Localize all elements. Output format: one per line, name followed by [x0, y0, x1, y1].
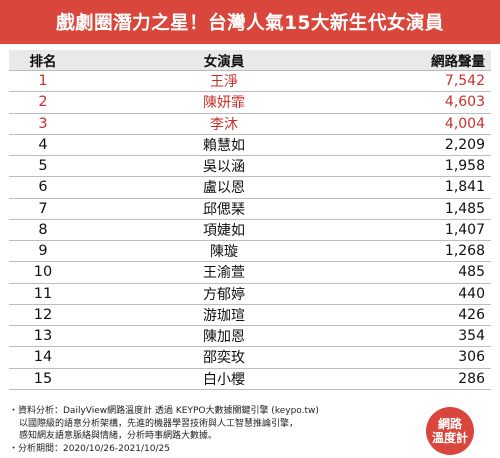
- source-line-2: 以國際級的語意分析架構，先進的機器學習技術與人工智慧推論引擎，: [19, 418, 299, 429]
- rank-cell: 9: [38, 243, 48, 260]
- volume-cell: 1,407: [444, 221, 485, 238]
- table-row: 10 王渝萱 485: [9, 262, 491, 284]
- table-row: 4 賴慧如 2,209: [9, 135, 491, 156]
- ranking-table: 排名 女演員 網路聲量 1 王淨 7,542 2 陳妍霏 4,603 3 李沐 4,004 4 賴慧…: [9, 50, 491, 390]
- volume-cell: 426: [458, 306, 485, 323]
- rank-cell: 10: [33, 264, 53, 281]
- table-row: 15 白小櫻 286: [9, 369, 491, 390]
- rank-cell: 2: [38, 94, 48, 111]
- name-cell: 王淨: [210, 74, 238, 91]
- period-line: ・分析期間：2020/10/26-2021/10/25: [9, 443, 170, 454]
- table-row: 9 陳璇 1,268: [9, 241, 491, 263]
- table-row: 11 方郁婷 440: [9, 284, 491, 305]
- source-note: ・資料分析：DailyView網路溫度計 透過 KEYPO大數據關鍵引擎 (ke…: [9, 405, 404, 455]
- logo-line-1: 網路: [437, 417, 462, 431]
- source-line-1: ・資料分析：DailyView網路溫度計 透過 KEYPO大數據關鍵引擎 (ke…: [9, 406, 319, 416]
- table-row: 5 吳以涵 1,958: [9, 156, 491, 178]
- rank-cell: 5: [38, 158, 48, 175]
- rank-cell: 11: [33, 285, 53, 302]
- volume-cell: 4,004: [444, 115, 485, 132]
- logo-line-2: 溫度計: [431, 431, 468, 445]
- rank-cell: 8: [38, 221, 48, 238]
- table-row: 8 項婕如 1,407: [9, 220, 491, 241]
- volume-cell: 1,268: [444, 243, 485, 260]
- header-rank: 排名: [29, 54, 57, 70]
- volume-cell: 440: [458, 285, 485, 302]
- table-row: 1 王淨 7,542: [9, 71, 491, 93]
- header-name: 女演員: [203, 54, 245, 70]
- name-cell: 吳以涵: [203, 159, 245, 176]
- volume-cell: 1,958: [444, 158, 485, 175]
- name-cell: 賴慧如: [203, 137, 245, 154]
- volume-cell: 306: [458, 349, 485, 366]
- table-header: 排名 女演員 網路聲量: [9, 50, 491, 71]
- volume-cell: 7,542: [444, 73, 485, 90]
- name-cell: 陳加恩: [203, 329, 245, 346]
- rank-cell: 14: [33, 349, 53, 366]
- rank-cell: 7: [38, 200, 48, 217]
- volume-cell: 286: [458, 370, 485, 387]
- table-row: 3 李沐 4,004: [9, 114, 491, 135]
- page-title: 戲劇圈潛力之星！台灣人氣15大新生代女演員: [0, 0, 500, 44]
- name-cell: 陳妍霏: [203, 95, 245, 112]
- rank-cell: 1: [38, 73, 48, 90]
- name-cell: 邵奕玫: [203, 350, 245, 367]
- name-cell: 邱偲琹: [203, 201, 245, 218]
- dailyview-logo: 網路 溫度計: [426, 407, 474, 455]
- table-row: 12 游珈瑄 426: [9, 305, 491, 326]
- source-line-3: 感知網友語意脈絡與情緒，分析時事網路大數據。: [19, 431, 218, 441]
- rank-cell: 12: [33, 306, 53, 323]
- name-cell: 方郁婷: [203, 286, 245, 303]
- name-cell: 白小櫻: [203, 371, 245, 388]
- table-row: 6 盧以恩 1,841: [9, 177, 491, 199]
- volume-cell: 1,841: [444, 179, 485, 196]
- name-cell: 李沐: [210, 116, 238, 133]
- rank-cell: 13: [33, 328, 53, 345]
- rank-cell: 4: [38, 136, 48, 153]
- name-cell: 王渝萱: [203, 265, 245, 282]
- rank-cell: 3: [38, 115, 48, 132]
- name-cell: 陳璇: [210, 244, 238, 261]
- table-row: 13 陳加恩 354: [9, 326, 491, 348]
- table-row: 2 陳妍霏 4,603: [9, 92, 491, 114]
- table-row: 14 邵奕玫 306: [9, 347, 491, 369]
- table-row: 7 邱偲琹 1,485: [9, 199, 491, 220]
- volume-cell: 485: [458, 264, 485, 281]
- name-cell: 盧以恩: [203, 180, 245, 197]
- name-cell: 項婕如: [203, 222, 245, 239]
- volume-cell: 1,485: [444, 200, 485, 217]
- volume-cell: 2,209: [444, 136, 485, 153]
- rank-cell: 6: [38, 179, 48, 196]
- volume-cell: 4,603: [444, 94, 485, 111]
- rank-cell: 15: [33, 370, 53, 387]
- header-volume: 網路聲量: [431, 54, 485, 70]
- name-cell: 游珈瑄: [203, 307, 245, 324]
- volume-cell: 354: [458, 328, 485, 345]
